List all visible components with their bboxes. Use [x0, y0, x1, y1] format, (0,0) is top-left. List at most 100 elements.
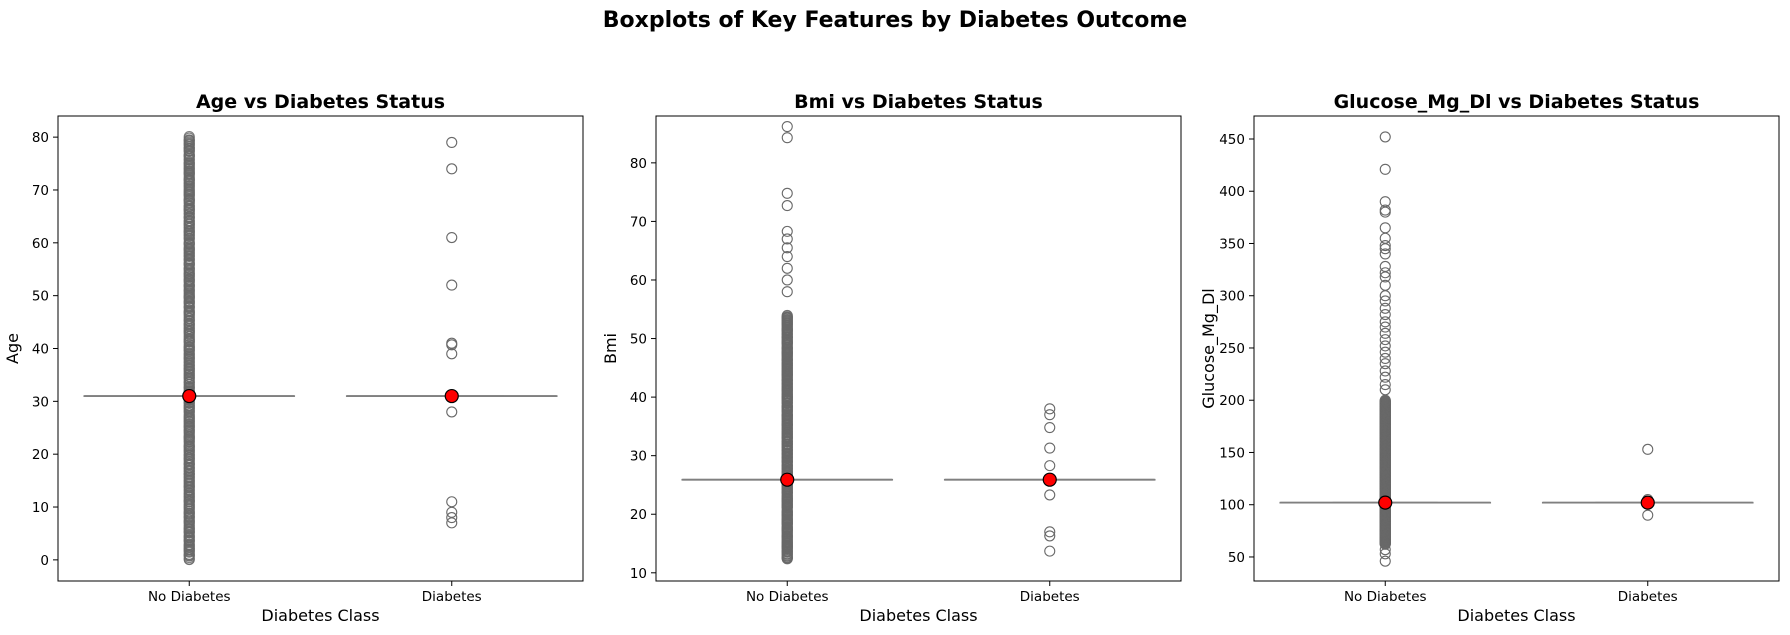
mean-marker [1640, 495, 1655, 510]
outlier-point [781, 262, 793, 274]
mean-marker [182, 388, 197, 404]
outlier-point [1379, 260, 1391, 273]
outlier-point [1379, 163, 1391, 175]
y-tick-label: 100 [1219, 498, 1245, 514]
y-tick-label: 250 [1219, 341, 1245, 357]
x-tick-label: No Diabetes [148, 589, 231, 605]
y-tick-label: 30 [32, 394, 49, 410]
figure-suptitle: Boxplots of Key Features by Diabetes Out… [603, 8, 1187, 33]
y-tick-label: 40 [630, 390, 647, 406]
y-axis-label: Age [3, 333, 22, 364]
y-tick-label: 10 [32, 500, 49, 516]
box-no-diabetes [83, 130, 296, 566]
mean-marker [444, 388, 459, 404]
outlier-point [781, 132, 793, 144]
y-axis-label: Glucose_Mg_Dl [1199, 288, 1219, 408]
outlier-point [1044, 442, 1056, 454]
outlier-point [1379, 371, 1391, 383]
x-tick-label: Diabetes [422, 589, 482, 605]
y-tick-label: 50 [32, 289, 49, 305]
outlier-point [1379, 334, 1391, 346]
y-tick-label: 20 [630, 507, 647, 523]
outlier-point [446, 279, 458, 291]
y-tick-label: 70 [32, 183, 49, 199]
outlier-point [781, 274, 793, 286]
outlier-point [1379, 222, 1391, 234]
outlier-point [1379, 279, 1391, 291]
panel-title: Age vs Diabetes Status [196, 91, 445, 113]
outlier-point [781, 309, 793, 322]
outlier-point [1379, 358, 1391, 370]
outlier-point [1642, 509, 1654, 521]
outlier-point [1044, 545, 1056, 557]
outlier-point [1379, 267, 1391, 279]
outlier-point [1379, 295, 1391, 307]
axes-frame [655, 115, 1182, 582]
outlier-point [1379, 555, 1391, 567]
panel-title: Bmi vs Diabetes Status [794, 91, 1043, 113]
y-tick-label: 20 [32, 447, 49, 463]
outlier-point [1044, 489, 1056, 501]
outlier-point [446, 496, 458, 508]
outlier-point [1379, 204, 1391, 216]
outlier-point [781, 286, 793, 298]
outlier-point [1379, 131, 1391, 143]
outlier-point [446, 231, 458, 244]
y-tick-label: 40 [32, 342, 49, 358]
x-tick-label: Diabetes [1618, 589, 1678, 605]
panels: Age vs Diabetes Status 0 10 20 30 40 50 60 70 80 N… [3, 91, 1780, 625]
y-tick-label: 30 [630, 449, 647, 465]
y-tick-label: 50 [630, 332, 647, 348]
outlier-point [781, 251, 793, 263]
outlier-point [1044, 460, 1056, 472]
mean-marker [780, 472, 795, 487]
outlier-point [1379, 340, 1391, 352]
panel-3: Glucose_Mg_Dl vs Diabetes Status 50 100 150… [1199, 91, 1780, 625]
y-tick-label: 0 [40, 553, 49, 569]
x-tick-label: Diabetes [1020, 589, 1080, 605]
outlier-point [1379, 365, 1391, 377]
outlier-point [446, 517, 458, 529]
x-tick-label: No Diabetes [746, 589, 829, 605]
outlier-point [1379, 321, 1391, 333]
x-axis-label: Diabetes Class [1457, 606, 1575, 625]
x-axis-label: Diabetes Class [261, 606, 379, 625]
outlier-point [781, 187, 793, 199]
outlier-point [1379, 346, 1391, 358]
outlier-point [781, 242, 793, 254]
outlier-point [446, 512, 458, 524]
outlier-point [446, 339, 458, 351]
outlier-point [1379, 316, 1391, 328]
outlier-cloud [781, 309, 793, 565]
outlier-point [1379, 308, 1391, 321]
axes-frame [57, 115, 584, 582]
y-tick-label: 450 [1219, 132, 1245, 148]
y-tick-label: 10 [630, 566, 647, 582]
axes-frame [1253, 115, 1780, 582]
outlier-point [1379, 544, 1391, 556]
outlier-point [1379, 327, 1391, 339]
x-tick-label: No Diabetes [1344, 589, 1427, 605]
outlier-point [183, 130, 195, 143]
outlier-point [1044, 530, 1056, 542]
outlier-point [1642, 443, 1654, 455]
outlier-cloud [183, 130, 195, 566]
mean-marker [1378, 495, 1393, 510]
outlier-point [781, 233, 793, 245]
y-tick-label: 150 [1219, 445, 1245, 461]
outlier-point [1379, 384, 1391, 396]
y-axis-label: Bmi [601, 333, 620, 364]
panel-1: Age vs Diabetes Status 0 10 20 30 40 50 60 70 80 N… [3, 91, 584, 625]
outlier-point [1044, 422, 1056, 434]
outlier-point [1379, 248, 1391, 260]
y-tick-label: 60 [32, 236, 49, 252]
y-tick-label: 80 [32, 130, 49, 146]
y-tick-label: 300 [1219, 289, 1245, 305]
y-tick-label: 200 [1219, 393, 1245, 409]
outlier-point [1379, 379, 1391, 391]
box-diabetes [1541, 443, 1754, 521]
outlier-point [1379, 352, 1391, 364]
outlier-point [1379, 548, 1391, 560]
outlier-point [1379, 196, 1391, 208]
